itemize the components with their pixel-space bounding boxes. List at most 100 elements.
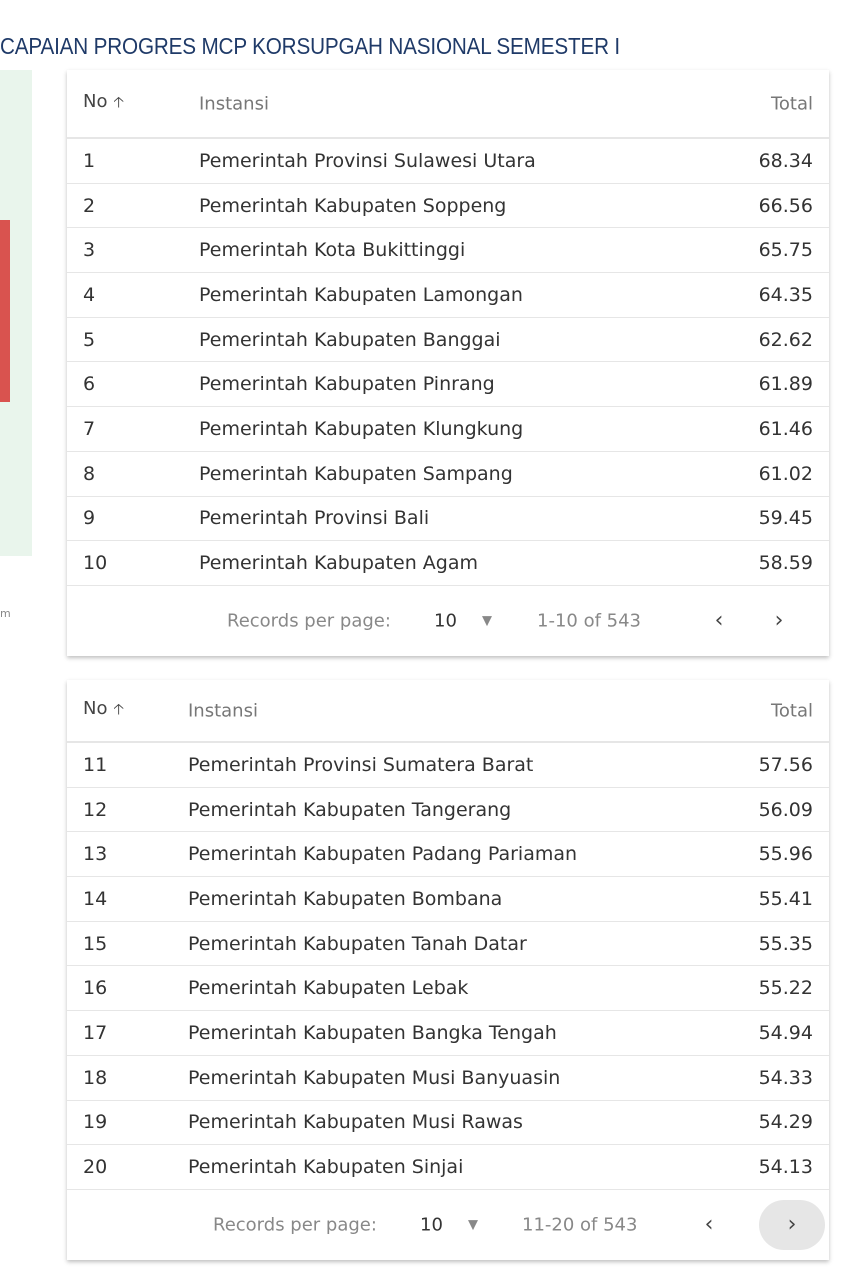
row-no: 6 <box>83 373 96 396</box>
row-no: 20 <box>83 1156 108 1179</box>
page-range: 11-20 of 543 <box>522 1214 638 1236</box>
dropdown-caret-icon[interactable]: ▼ <box>482 613 492 629</box>
records-per-page-select[interactable]: 10 <box>434 610 457 632</box>
row-no: 1 <box>83 149 96 172</box>
pagination-footer: Records per page: 10 ▼ 11-20 of 543 ‹ › <box>67 1190 829 1260</box>
chevron-right-icon: › <box>787 1212 797 1238</box>
table-row: 6 Pemerintah Kabupaten Pinrang 61.89 <box>67 362 829 408</box>
table-row: 2 Pemerintah Kabupaten Soppeng 66.56 <box>67 184 829 229</box>
page-title: CAPAIAN PROGRES MCP KORSUPGAH NASIONAL S… <box>0 33 620 59</box>
row-total: 58.59 <box>758 552 813 575</box>
table-row: 12 Pemerintah Kabupaten Tangerang 56.09 <box>67 788 829 833</box>
row-total: 61.89 <box>758 373 813 396</box>
row-total: 55.22 <box>758 977 813 1000</box>
table-row: 16 Pemerintah Kabupaten Lebak 55.22 <box>67 966 829 1012</box>
table-row: 13 Pemerintah Kabupaten Padang Pariaman … <box>67 832 829 878</box>
records-per-page-select[interactable]: 10 <box>420 1214 443 1236</box>
column-header-instansi[interactable]: Instansi <box>199 93 269 114</box>
row-no: 9 <box>83 507 96 530</box>
row-instansi: Pemerintah Kabupaten Musi Rawas <box>188 1111 523 1134</box>
row-instansi: Pemerintah Kabupaten Lamongan <box>199 283 523 306</box>
row-total: 55.96 <box>758 843 813 866</box>
row-no: 18 <box>83 1066 108 1089</box>
row-instansi: Pemerintah Kabupaten Soppeng <box>199 194 507 217</box>
table-row: 3 Pemerintah Kota Bukittinggi 65.75 <box>67 228 829 274</box>
row-instansi: Pemerintah Provinsi Sulawesi Utara <box>199 149 536 172</box>
row-no: 14 <box>83 887 108 910</box>
row-instansi: Pemerintah Kabupaten Tangerang <box>188 798 512 821</box>
prev-page-button[interactable]: ‹ <box>689 1205 729 1245</box>
row-instansi: Pemerintah Kabupaten Agam <box>199 552 478 575</box>
column-header-total[interactable]: Total <box>770 93 813 114</box>
row-no: 10 <box>83 552 108 575</box>
row-total: 57.56 <box>758 753 813 776</box>
ranking-table-1: No 🡡 Instansi Total 1 Pemerintah Provins… <box>67 70 829 656</box>
row-instansi: Pemerintah Kabupaten Padang Pariaman <box>188 843 578 866</box>
prev-page-button[interactable]: ‹ <box>699 601 739 641</box>
table-row: 9 Pemerintah Provinsi Bali 59.45 <box>67 497 829 542</box>
row-no: 19 <box>83 1111 108 1134</box>
row-instansi: Pemerintah Kabupaten Bangka Tengah <box>188 1021 557 1044</box>
row-no: 16 <box>83 977 108 1000</box>
row-instansi: Pemerintah Kabupaten Musi Banyuasin <box>188 1066 561 1089</box>
table-row: 18 Pemerintah Kabupaten Musi Banyuasin 5… <box>67 1056 829 1101</box>
records-per-page-label: Records per page: <box>227 610 391 632</box>
row-total: 54.33 <box>758 1066 813 1089</box>
row-instansi: Pemerintah Kabupaten Sinjai <box>188 1156 464 1179</box>
table-row: 5 Pemerintah Kabupaten Banggai 62.62 <box>67 318 829 363</box>
map-panel: m <box>0 70 32 620</box>
ranking-table-2: No 🡡 Instansi Total 11 Pemerintah Provin… <box>67 680 829 1260</box>
row-no: 15 <box>83 932 108 955</box>
next-page-button[interactable]: › <box>759 601 799 641</box>
row-total: 54.13 <box>758 1156 813 1179</box>
row-instansi: Pemerintah Kabupaten Sampang <box>199 462 513 485</box>
table-row: 1 Pemerintah Provinsi Sulawesi Utara 68.… <box>67 139 829 184</box>
records-per-page-label: Records per page: <box>213 1214 377 1236</box>
table-row: 20 Pemerintah Kabupaten Sinjai 54.13 <box>67 1145 829 1190</box>
column-header-no[interactable]: No 🡡 <box>83 90 124 112</box>
table-row: 14 Pemerintah Kabupaten Bombana 55.41 <box>67 877 829 922</box>
table-row: 11 Pemerintah Provinsi Sumatera Barat 57… <box>67 743 829 788</box>
row-instansi: Pemerintah Kabupaten Tanah Datar <box>188 932 527 955</box>
map-region <box>0 220 10 402</box>
dropdown-caret-icon[interactable]: ▼ <box>468 1217 478 1233</box>
table-row: 4 Pemerintah Kabupaten Lamongan 64.35 <box>67 273 829 318</box>
row-total: 59.45 <box>758 507 813 530</box>
row-no: 7 <box>83 417 96 440</box>
table-row: 15 Pemerintah Kabupaten Tanah Datar 55.3… <box>67 922 829 967</box>
row-total: 64.35 <box>758 283 813 306</box>
column-header-instansi[interactable]: Instansi <box>188 700 258 721</box>
row-instansi: Pemerintah Kabupaten Banggai <box>199 328 501 351</box>
row-no: 11 <box>83 753 108 776</box>
chevron-left-icon: ‹ <box>704 1212 714 1238</box>
table-row: 17 Pemerintah Kabupaten Bangka Tengah 54… <box>67 1011 829 1056</box>
row-no: 13 <box>83 843 108 866</box>
row-instansi: Pemerintah Kabupaten Bombana <box>188 887 503 910</box>
page-range: 1-10 of 543 <box>537 610 642 632</box>
column-header-no[interactable]: No 🡡 <box>83 697 124 719</box>
row-no: 2 <box>83 194 96 217</box>
table-row: 10 Pemerintah Kabupaten Agam 58.59 <box>67 541 829 586</box>
table-row: 8 Pemerintah Kabupaten Sampang 61.02 <box>67 452 829 497</box>
row-instansi: Pemerintah Provinsi Bali <box>199 507 430 530</box>
row-no: 12 <box>83 798 108 821</box>
row-no: 3 <box>83 239 96 262</box>
sort-arrow-up-icon: 🡡 <box>113 92 124 111</box>
row-total: 61.02 <box>758 462 813 485</box>
column-header-total[interactable]: Total <box>770 700 813 721</box>
chevron-left-icon: ‹ <box>714 608 724 634</box>
table-header: No 🡡 Instansi Total <box>67 680 829 743</box>
chevron-right-icon: › <box>774 608 784 634</box>
row-no: 8 <box>83 462 96 485</box>
row-instansi: Pemerintah Kabupaten Lebak <box>188 977 469 1000</box>
row-no: 4 <box>83 283 96 306</box>
row-no: 17 <box>83 1021 108 1044</box>
row-instansi: Pemerintah Kabupaten Klungkung <box>199 417 524 440</box>
next-page-button[interactable]: › <box>759 1199 825 1250</box>
row-instansi: Pemerintah Kabupaten Pinrang <box>199 373 495 396</box>
table-row: 7 Pemerintah Kabupaten Klungkung 61.46 <box>67 407 829 452</box>
row-instansi: Pemerintah Provinsi Sumatera Barat <box>188 753 534 776</box>
row-total: 56.09 <box>758 798 813 821</box>
sort-arrow-up-icon: 🡡 <box>113 699 124 718</box>
row-total: 61.46 <box>758 417 813 440</box>
